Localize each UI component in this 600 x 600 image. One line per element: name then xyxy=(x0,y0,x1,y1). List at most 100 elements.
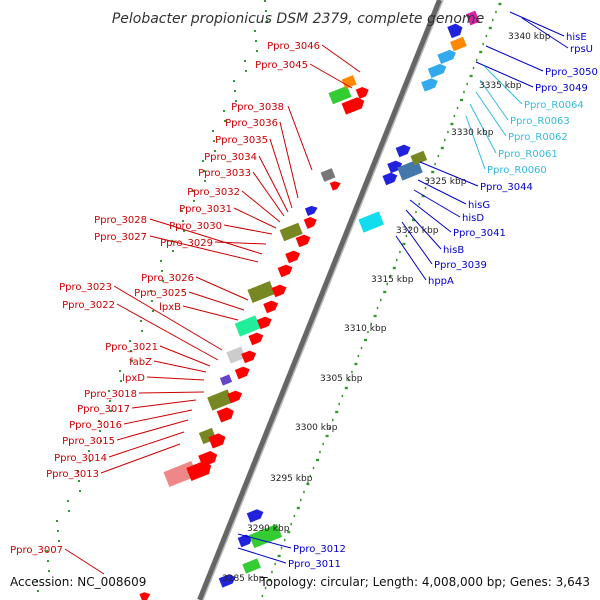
gene-label[interactable]: Ppro_3011 xyxy=(288,559,341,570)
gene-label[interactable]: Ppro_3038 xyxy=(231,102,284,113)
rna-label[interactable]: Ppro_R0063 xyxy=(510,116,570,127)
gene-label[interactable]: Ppro_3028 xyxy=(94,215,147,226)
leader-line xyxy=(321,44,361,73)
gene-label[interactable]: Ppro_3025 xyxy=(134,288,187,299)
reverse-gene-shape xyxy=(241,350,257,364)
gc-dot xyxy=(213,140,215,142)
gene-label[interactable]: lpxD xyxy=(122,373,145,384)
leader-line xyxy=(509,11,565,37)
gc-dot xyxy=(193,200,195,202)
leader-line xyxy=(100,443,181,474)
gc-dot xyxy=(244,60,246,62)
reverse-gene xyxy=(295,234,311,248)
leader-line xyxy=(131,399,197,409)
gene-label[interactable]: Ppro_3045 xyxy=(255,60,308,71)
rna-label[interactable]: Ppro_R0060 xyxy=(487,165,547,176)
leader-line xyxy=(401,221,433,265)
reverse-gene xyxy=(320,168,336,182)
gene-label[interactable]: Ppro_3012 xyxy=(293,544,346,555)
gene-label[interactable]: Ppro_3032 xyxy=(187,187,240,198)
gc-dot xyxy=(202,160,204,162)
gene-label[interactable]: Ppro_3016 xyxy=(69,420,122,431)
gene-label[interactable]: hisB xyxy=(443,245,464,256)
forward-gene-shape xyxy=(447,23,463,39)
reverse-gene xyxy=(234,366,250,380)
kbp-label: 3295 kbp xyxy=(270,474,313,484)
forward-gene xyxy=(358,211,385,233)
gene-label[interactable]: Ppro_3039 xyxy=(434,260,487,271)
gene-label[interactable]: Ppro_3035 xyxy=(215,135,268,146)
gene-label[interactable]: Ppro_3034 xyxy=(204,152,257,163)
gene-label[interactable]: Ppro_3049 xyxy=(535,83,588,94)
reverse-gene xyxy=(234,315,261,337)
forward-gene-shape xyxy=(397,159,423,181)
gene-label[interactable]: Ppro_3033 xyxy=(198,168,251,179)
leader-line xyxy=(475,61,534,88)
forward-gene-shape xyxy=(246,509,264,523)
reverse-gene-shape xyxy=(226,346,246,364)
gene-label[interactable]: Ppro_3041 xyxy=(453,228,506,239)
forward-gene-shape xyxy=(427,63,447,78)
gene-label[interactable]: Ppro_3014 xyxy=(54,453,107,464)
gene-label[interactable]: Ppro_3027 xyxy=(94,232,147,243)
gc-dot xyxy=(192,190,194,192)
genome-backbone xyxy=(197,0,443,600)
gene-label[interactable]: Ppro_3044 xyxy=(480,182,533,193)
rna-label[interactable]: Ppro_R0064 xyxy=(524,100,584,111)
reverse-gene-shape xyxy=(341,97,365,115)
kbp-label: 3325 kbp xyxy=(424,177,467,187)
gene-label[interactable]: Ppro_3017 xyxy=(77,404,130,415)
gene-label[interactable]: hisE xyxy=(566,32,587,43)
gene-label[interactable]: Ppro_3018 xyxy=(84,389,137,400)
gene-label[interactable]: Ppro_3030 xyxy=(169,221,222,232)
leader-line xyxy=(469,103,497,154)
reverse-gene-shape xyxy=(248,332,264,346)
gc-dot xyxy=(203,170,205,172)
reverse-gene xyxy=(341,97,365,115)
forward-gene-shape xyxy=(437,49,456,64)
gene-label[interactable]: Ppro_3015 xyxy=(62,436,115,447)
gene-label[interactable]: Ppro_3023 xyxy=(59,282,112,293)
gc-content-track xyxy=(36,0,502,598)
leader-line xyxy=(223,224,273,235)
gene-label[interactable]: Ppro_3046 xyxy=(267,41,320,52)
reverse-gene xyxy=(277,264,293,278)
gene-label[interactable]: Ppro_3029 xyxy=(160,238,213,249)
gene-label[interactable]: Ppro_3031 xyxy=(179,204,232,215)
gc-dot xyxy=(140,320,142,322)
gc-dot xyxy=(99,430,101,432)
leader-line xyxy=(258,155,289,213)
rna-gene-labels: Ppro_R0064 Ppro_R0063 Ppro_R0062 Ppro_R0… xyxy=(487,100,584,176)
gc-dot xyxy=(57,530,59,532)
forward-gene xyxy=(218,574,236,588)
reverse-gene xyxy=(247,281,275,303)
gene-label[interactable]: fabZ xyxy=(129,357,152,368)
gene-label[interactable]: rpsU xyxy=(570,44,593,55)
gc-dot xyxy=(120,380,122,382)
rna-label[interactable]: Ppro_R0062 xyxy=(508,132,568,143)
leader-line xyxy=(149,218,263,255)
leader-line xyxy=(395,235,427,281)
gene-label[interactable]: Ppro_3007 xyxy=(10,545,63,556)
gc-dot xyxy=(161,270,163,272)
gene-label[interactable]: Ppro_3050 xyxy=(545,67,598,78)
forward-gene xyxy=(249,523,283,549)
gene-label[interactable]: Ppro_3026 xyxy=(141,273,194,284)
gene-label[interactable]: hisD xyxy=(462,213,484,224)
reverse-gene xyxy=(216,407,234,423)
gene-label[interactable]: lpxB xyxy=(159,302,181,313)
gene-label[interactable]: Ppro_3013 xyxy=(46,469,99,480)
reverse-gene-shape xyxy=(303,216,317,229)
gene-label[interactable]: Ppro_3022 xyxy=(62,300,115,311)
gene-label[interactable]: Ppro_3021 xyxy=(105,342,158,353)
gene-label[interactable]: hisG xyxy=(468,200,490,211)
reverse-gene xyxy=(139,592,151,600)
reverse-gene xyxy=(271,284,287,298)
gene-label[interactable]: Ppro_3036 xyxy=(225,118,278,129)
leader-line xyxy=(479,79,509,121)
rna-label[interactable]: Ppro_R0061 xyxy=(498,149,558,160)
right-gene-labels: hisE rpsU Ppro_3050 Ppro_3049 Ppro_3044 … xyxy=(288,32,598,570)
gene-label[interactable]: hppA xyxy=(428,276,454,287)
reverse-gene xyxy=(328,85,352,105)
gc-dot xyxy=(79,490,81,492)
